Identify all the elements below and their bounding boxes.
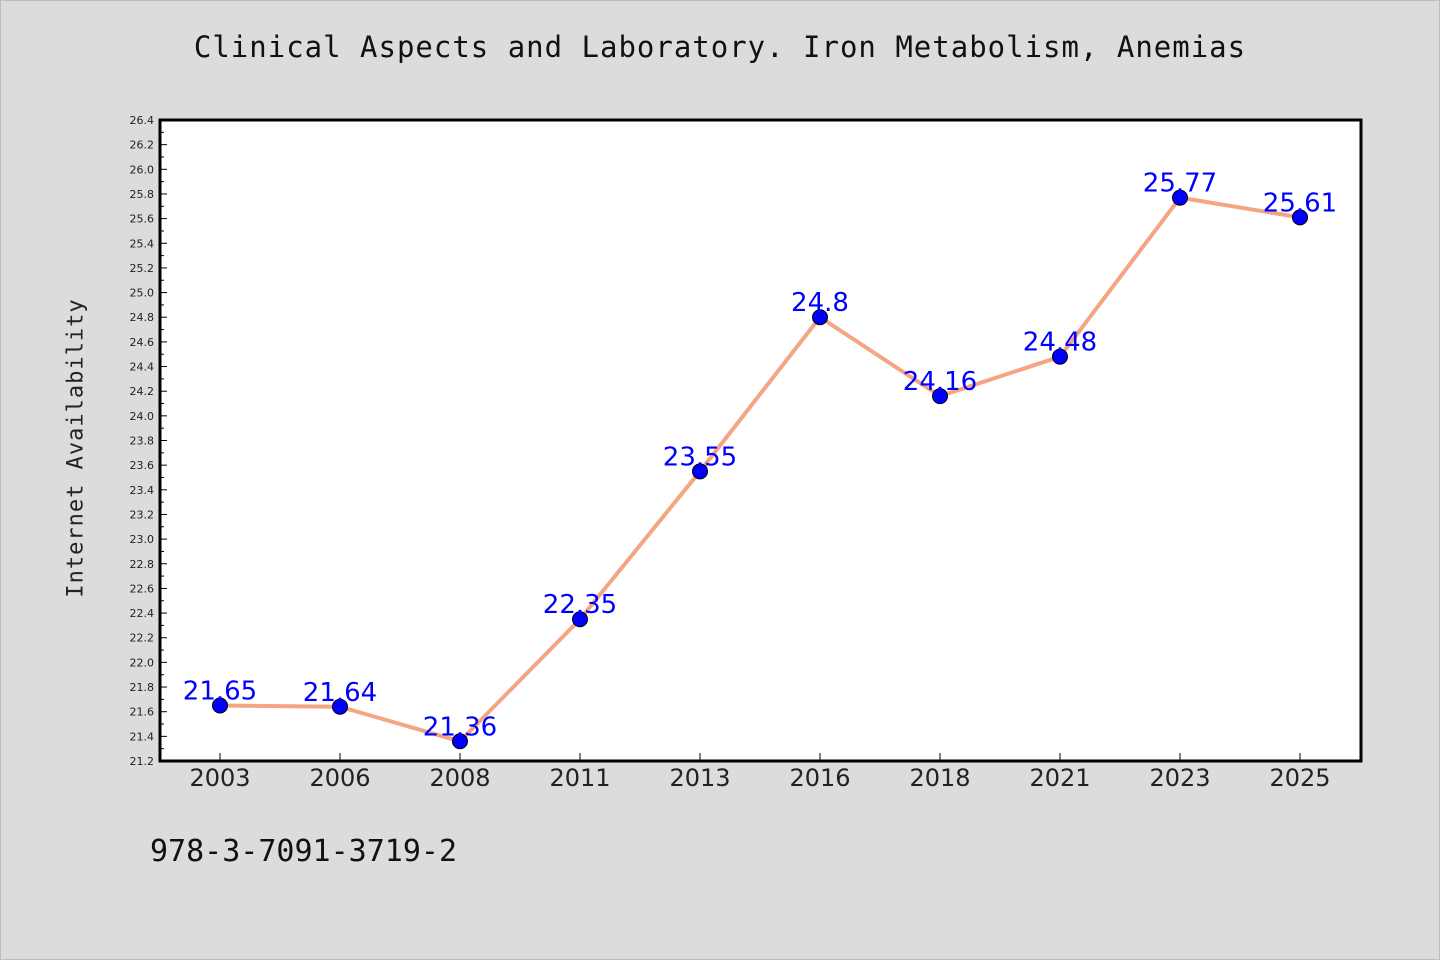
data-labels: 21.65 21.64 21.36 22.35 23.55 24.8 24.16 24.48 2… xyxy=(183,169,1337,743)
series-layer xyxy=(212,189,1308,750)
data-point xyxy=(1052,348,1068,365)
data-point xyxy=(212,697,228,714)
data-point xyxy=(1172,189,1188,206)
y-tick-label: 21.8 xyxy=(130,681,155,694)
y-tick-label: 22.8 xyxy=(130,558,155,571)
x-axis: 2003 2006 2008 2011 2013 2016 2018 2021 2023 2025 xyxy=(189,753,1331,792)
y-tick-label: 21.6 xyxy=(130,706,155,719)
data-point xyxy=(932,388,948,405)
y-tick-label: 25.4 xyxy=(130,237,155,250)
data-label: 24.8 xyxy=(791,288,849,318)
x-tick-label: 2025 xyxy=(1269,764,1330,792)
y-tick-label: 26.4 xyxy=(130,114,155,127)
data-point xyxy=(692,463,708,480)
y-tick-label: 23.6 xyxy=(130,459,155,472)
data-point xyxy=(572,611,588,628)
x-tick-label: 2013 xyxy=(669,764,730,792)
y-tick-label: 24.4 xyxy=(130,361,155,374)
plot-area xyxy=(160,120,1361,761)
data-label: 25.77 xyxy=(1143,169,1217,199)
y-tick-label: 21.2 xyxy=(130,755,155,768)
x-tick-label: 2008 xyxy=(429,764,490,792)
x-tick-label: 2003 xyxy=(189,764,250,792)
y-axis: 21.2 21.4 21.6 21.8 22.0 22.2 22.4 22.6 22.8 23.0… xyxy=(130,114,167,768)
x-tick-label: 2023 xyxy=(1149,764,1210,792)
data-label: 25.61 xyxy=(1263,188,1337,218)
data-label: 24.48 xyxy=(1023,328,1097,358)
y-tick-label: 26.2 xyxy=(130,139,155,152)
y-tick-label: 23.8 xyxy=(130,435,155,448)
x-tick-label: 2006 xyxy=(309,764,370,792)
y-tick-label: 22.6 xyxy=(130,582,155,595)
y-tick-label: 21.4 xyxy=(130,730,155,743)
chart-title: Clinical Aspects and Laboratory. Iron Me… xyxy=(193,30,1247,64)
x-tick-label: 2016 xyxy=(789,764,850,792)
y-tick-label: 26.0 xyxy=(130,163,155,176)
y-tick-label: 24.8 xyxy=(130,311,155,324)
data-point xyxy=(812,309,828,326)
data-point xyxy=(332,698,348,715)
data-label: 22.35 xyxy=(543,590,617,620)
y-tick-label: 24.0 xyxy=(130,410,155,423)
y-tick-label: 25.2 xyxy=(130,262,155,275)
series-line xyxy=(219,195,1301,744)
data-label: 21.36 xyxy=(423,712,497,742)
x-tick-label: 2011 xyxy=(549,764,610,792)
data-label: 23.55 xyxy=(663,442,737,472)
data-label: 24.16 xyxy=(903,367,977,397)
x-tick-label: 2021 xyxy=(1029,764,1090,792)
y-tick-label: 23.4 xyxy=(130,484,155,497)
y-tick-label: 22.4 xyxy=(130,607,155,620)
data-point xyxy=(1292,209,1308,226)
plot-border xyxy=(158,118,1363,763)
x-tick-label: 2018 xyxy=(909,764,970,792)
data-label: 21.65 xyxy=(183,677,257,707)
y-tick-label: 23.0 xyxy=(130,533,155,546)
y-tick-label: 24.2 xyxy=(130,385,155,398)
isbn-code: 978-3-7091-3719-2 xyxy=(150,834,458,869)
y-tick-label: 22.2 xyxy=(130,632,155,645)
y-tick-label: 25.0 xyxy=(130,287,155,300)
y-tick-label: 25.6 xyxy=(130,213,155,226)
data-label: 21.64 xyxy=(303,678,377,708)
y-tick-label: 25.8 xyxy=(130,188,155,201)
y-tick-label: 23.2 xyxy=(130,508,155,521)
y-tick-label: 24.6 xyxy=(130,336,155,349)
y-tick-label: 22.0 xyxy=(130,656,155,669)
data-point xyxy=(452,733,468,750)
